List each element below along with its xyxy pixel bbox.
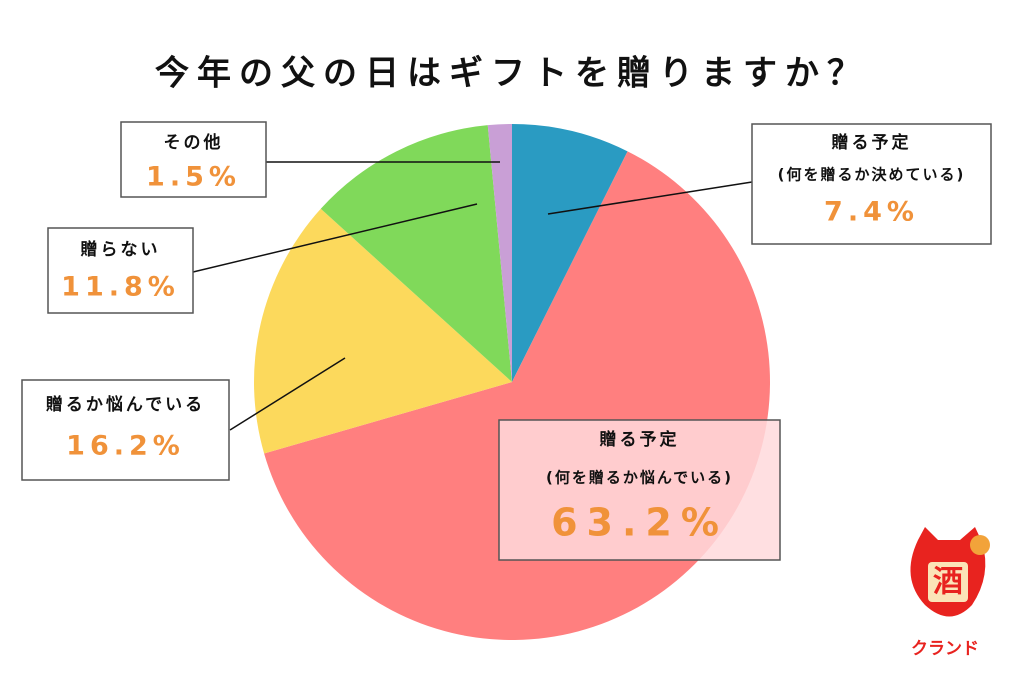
label-box (120, 121, 267, 198)
label-box (498, 419, 781, 561)
chart-title: 今年の父の日はギフトを贈りますか？ (155, 54, 869, 94)
label-box (751, 123, 992, 245)
category-label: 贈らない (81, 239, 161, 260)
label-box (47, 227, 194, 314)
pie (253, 124, 771, 640)
logo: 酒 クランド (910, 527, 990, 659)
label-box (21, 379, 230, 481)
value-label: 1.5% (146, 162, 241, 193)
leader-line (192, 203, 478, 273)
pie-slice (253, 208, 512, 454)
labels: 贈る予定 (何を贈るか決めている) 7.4% 贈る予定 (何を贈るか悩んでいる) 63.2… (21, 121, 992, 561)
category-label: その他 (164, 132, 224, 153)
pie-slice (320, 125, 512, 382)
category-label: 贈る予定 (832, 132, 912, 153)
value-label: 16.2% (66, 431, 185, 462)
category-note: (何を贈るか悩んでいる) (546, 469, 733, 487)
leader-line (547, 181, 753, 215)
logo-name: クランド (911, 639, 979, 659)
value-label: 7.4% (824, 197, 919, 228)
value-label: 63.2% (551, 501, 728, 545)
category-label: 贈る予定 (600, 429, 680, 450)
pie-slice (487, 124, 512, 382)
logo-mark: 酒 (933, 565, 963, 600)
category-label: 贈るか悩んでいる (46, 394, 205, 415)
category-note: (何を贈るか決めている) (778, 166, 966, 184)
pie-slice (512, 124, 628, 382)
value-label: 11.8% (61, 272, 180, 303)
leader-line (229, 357, 346, 431)
logo-plate (928, 562, 968, 602)
logo-paw (970, 535, 990, 555)
